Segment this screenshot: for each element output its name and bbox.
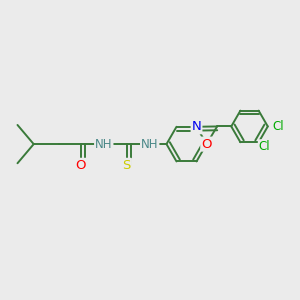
Text: Cl: Cl	[259, 140, 270, 153]
Text: NH: NH	[95, 138, 112, 151]
Text: S: S	[123, 159, 131, 172]
Text: N: N	[192, 120, 201, 133]
Text: O: O	[201, 138, 212, 151]
Text: Cl: Cl	[272, 120, 284, 133]
Text: O: O	[76, 159, 86, 172]
Text: NH: NH	[141, 138, 158, 151]
